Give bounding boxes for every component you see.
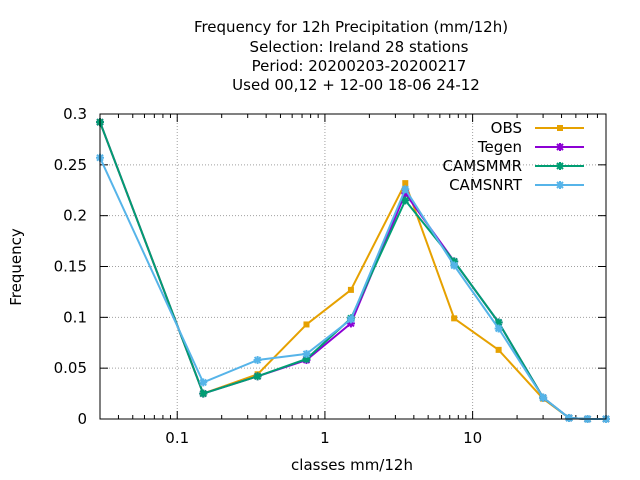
grid	[100, 114, 606, 419]
legend-item-tegen: Tegen	[477, 138, 584, 156]
y-tick-label: 0.1	[63, 308, 87, 326]
plot-frame	[99, 113, 607, 420]
x-axis-label: classes mm/12h	[291, 456, 413, 474]
data-point	[539, 393, 548, 402]
legend-label: OBS	[491, 119, 522, 137]
chart-title-line-3: Period: 20200203-20200217	[252, 57, 467, 75]
data-point	[556, 181, 564, 189]
series-line	[99, 121, 606, 420]
data-point	[346, 315, 355, 324]
data-point-stroke	[302, 350, 311, 358]
data-point	[347, 286, 354, 293]
x-tick-labels: 0.1 1 10	[165, 429, 482, 447]
data-point	[253, 372, 262, 381]
data-point	[450, 261, 459, 270]
data-point-stroke	[565, 414, 573, 422]
data-point-stroke	[556, 162, 564, 170]
data-point	[451, 315, 458, 322]
data-point-stroke	[253, 356, 262, 364]
data-point-stroke	[556, 143, 564, 151]
data-point-stroke	[401, 196, 409, 205]
data-point-stroke	[450, 261, 458, 270]
y-tick-label: 0.3	[63, 105, 87, 123]
y-tick-label: 0	[77, 410, 87, 428]
data-point-stroke	[539, 393, 547, 402]
data-point-stroke	[401, 185, 409, 193]
data-point	[495, 346, 502, 353]
data-point	[402, 180, 409, 187]
legend-item-camsmmr: CAMSMMR	[442, 157, 584, 175]
y-axis-label: Frequency	[7, 228, 25, 306]
data-point	[401, 185, 410, 194]
y-tick-label: 0.25	[54, 156, 87, 174]
chart-title-line-4: Used 00,12 + 12-00 18-06 24-12	[232, 76, 480, 94]
data-point	[302, 349, 311, 358]
series-tegen	[96, 118, 610, 423]
legend-item-camsnrt: CAMSNRT	[449, 176, 584, 194]
chart-title: Frequency for 12h Precipitation (mm/12h)…	[194, 18, 508, 94]
legend-item-obs: OBS	[491, 119, 584, 137]
y-tick-labels: 0 0.05 0.1 0.15 0.2 0.25 0.3	[54, 105, 87, 428]
data-point-stroke	[253, 372, 262, 381]
series-camsnrt	[96, 153, 610, 423]
data-point-stroke	[199, 389, 207, 398]
data-point	[253, 356, 262, 365]
y-tick-label: 0.2	[63, 207, 87, 225]
chart-title-line-1: Frequency for 12h Precipitation (mm/12h)	[194, 18, 508, 36]
data-point	[494, 324, 503, 333]
data-point	[557, 125, 563, 131]
data-point-stroke	[199, 378, 207, 387]
legend-label: Tegen	[477, 138, 522, 156]
data-point	[565, 413, 574, 422]
data-point	[556, 162, 564, 170]
data-point	[199, 389, 208, 398]
data-point	[199, 378, 208, 387]
series-layer	[96, 118, 610, 423]
legend-label: CAMSNRT	[449, 176, 523, 194]
data-point-stroke	[494, 324, 503, 333]
y-tick-label: 0.15	[54, 258, 87, 276]
x-tick-label: 10	[463, 429, 482, 447]
data-point	[556, 143, 564, 151]
data-point	[303, 321, 310, 328]
x-tick-label: 1	[320, 429, 330, 447]
x-tick-label: 0.1	[165, 429, 189, 447]
y-tick-label: 0.05	[54, 359, 87, 377]
legend-label: CAMSMMR	[442, 157, 522, 175]
data-point-stroke	[556, 181, 564, 189]
series-camsmmr	[96, 118, 610, 423]
data-point	[401, 196, 410, 205]
data-point-stroke	[347, 315, 355, 324]
chart-title-line-2: Selection: Ireland 28 stations	[250, 38, 469, 56]
